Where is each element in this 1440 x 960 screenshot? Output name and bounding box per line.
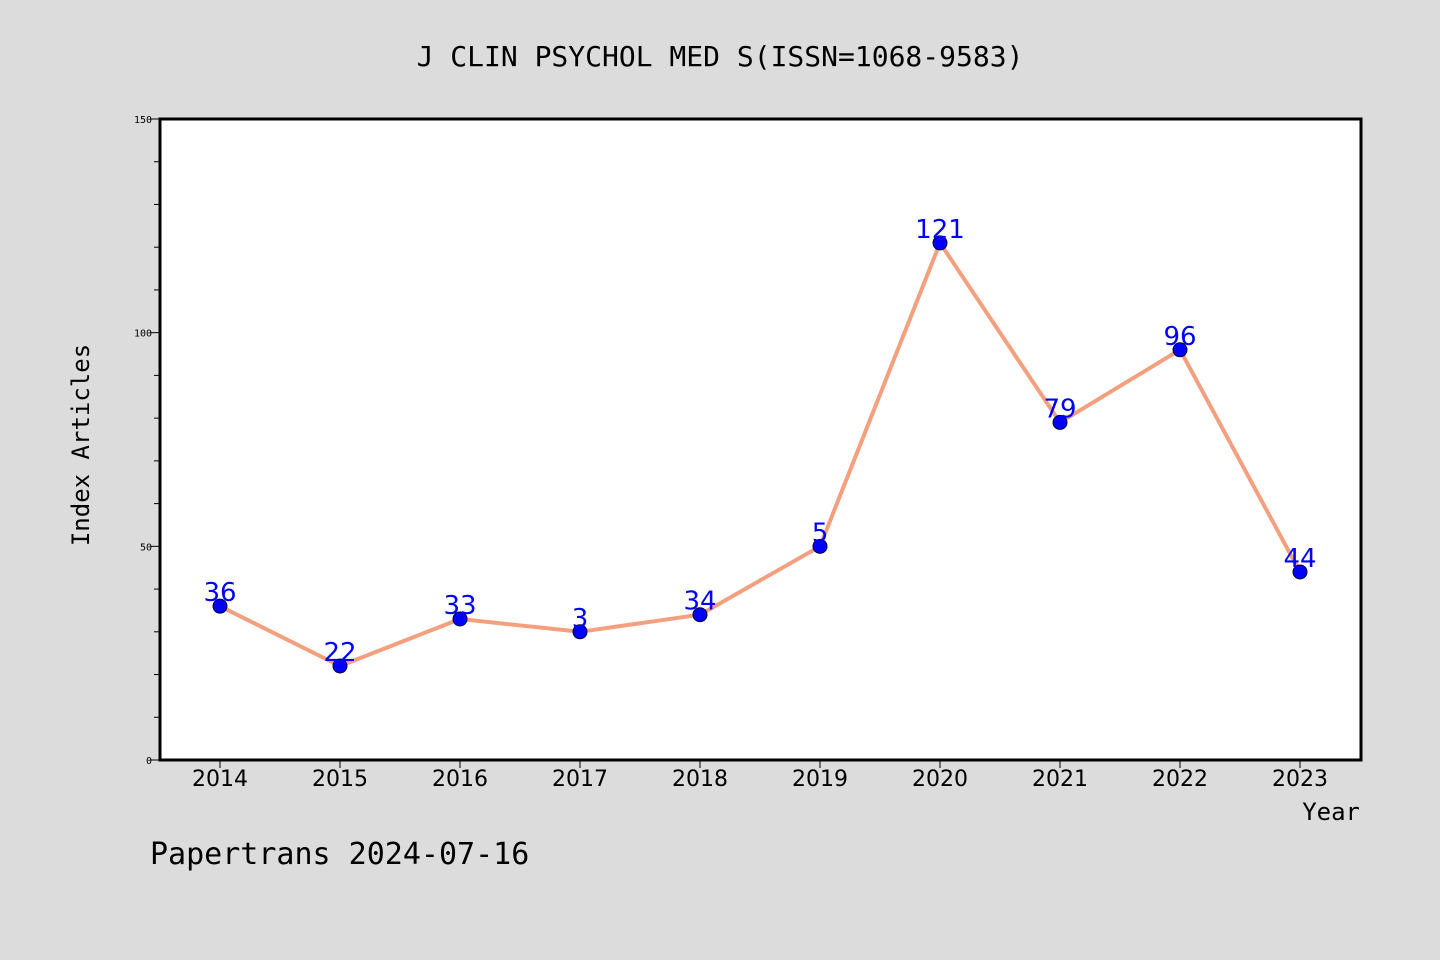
x-tick-label: 2017 [552, 767, 608, 792]
data-point [812, 538, 828, 554]
y-tick-label: 50 [140, 542, 152, 553]
data-label: 34 [683, 587, 716, 617]
x-tick-label: 2020 [912, 767, 968, 792]
data-label: 44 [1283, 544, 1316, 574]
y-axis-title: Index Articles [67, 344, 95, 546]
x-tick-label: 2018 [672, 767, 728, 792]
plot-frame [158, 117, 1363, 762]
data-label: 3 [572, 604, 589, 634]
data-point [1172, 342, 1188, 358]
series-markers [212, 235, 1308, 674]
x-tick-label: 2021 [1032, 767, 1088, 792]
data-point [692, 607, 708, 623]
data-label: 96 [1163, 322, 1196, 352]
data-label: 5 [812, 518, 829, 548]
x-tick-label: 2023 [1272, 767, 1328, 792]
y-tick-label: 150 [134, 115, 152, 126]
x-tick-label: 2015 [312, 767, 368, 792]
x-tick-label: 2016 [432, 767, 488, 792]
data-point [452, 611, 468, 627]
x-tick-label: 2014 [192, 767, 248, 792]
x-axis: 2014 2015 2016 2017 2018 2019 2020 2021 2022 2023 [192, 760, 1328, 792]
data-label: 121 [915, 215, 965, 245]
x-tick-label: 2022 [1152, 767, 1208, 792]
data-label: 33 [443, 591, 476, 621]
y-tick-label: 100 [134, 329, 152, 340]
data-point [572, 624, 588, 640]
data-point [1292, 564, 1308, 580]
data-label: 79 [1043, 394, 1076, 424]
y-tick-label: 0 [146, 756, 152, 767]
x-axis-title: Year [1302, 798, 1360, 826]
chart-title: J CLIN PSYCHOL MED S(ISSN=1068-9583) [417, 40, 1024, 73]
data-point [332, 658, 348, 674]
footer-credit: Papertrans 2024-07-16 [150, 837, 529, 872]
data-label: 36 [203, 578, 236, 608]
plot-area [160, 119, 1361, 760]
data-point [1052, 414, 1068, 430]
data-point [212, 598, 228, 614]
series-line [219, 240, 1302, 668]
y-axis: 0 50 100 150 [134, 115, 160, 767]
data-point [932, 235, 948, 251]
x-tick-label: 2019 [792, 767, 848, 792]
data-label: 22 [323, 638, 356, 668]
